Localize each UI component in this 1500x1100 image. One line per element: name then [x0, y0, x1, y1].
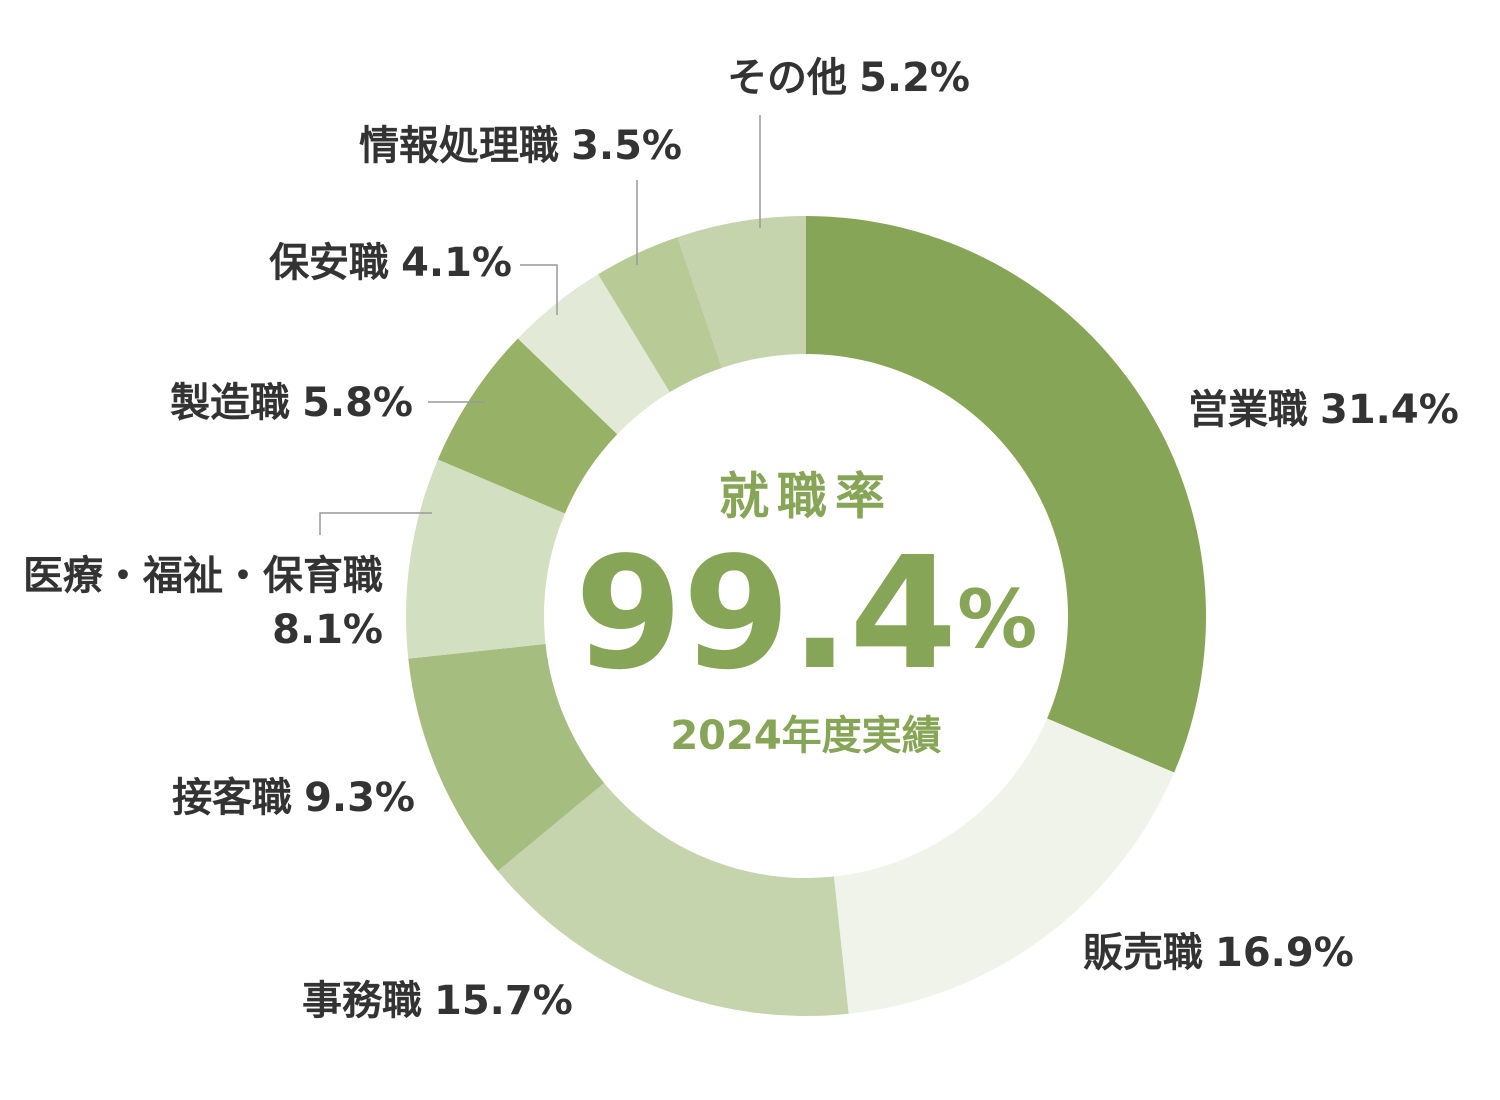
category-label: 営業職 — [1188, 387, 1308, 433]
category-label: 接客職 — [172, 775, 292, 821]
leader-line — [520, 264, 558, 315]
center-unit: % — [957, 573, 1037, 666]
category-label: 保安職 — [269, 240, 389, 286]
segment — [517, 274, 670, 435]
category-label: 製造職 — [170, 380, 290, 426]
data-label: 製造職 5.8% — [170, 380, 413, 426]
segment — [806, 216, 1206, 773]
center-rate: 99.4% — [575, 523, 1038, 704]
data-label: その他 5.2% — [727, 55, 970, 101]
center-title: 就職率 — [719, 468, 893, 526]
segment — [437, 338, 618, 514]
segment — [598, 237, 722, 393]
value-label: 3.5% — [571, 123, 682, 169]
category-label: 事務職 — [302, 978, 422, 1024]
value-label: 9.3% — [304, 775, 415, 821]
category-label: 医療・福祉・保育職 — [23, 553, 383, 599]
data-label: 接客職 9.3% — [172, 775, 415, 821]
value-label: 5.2% — [859, 55, 970, 101]
center-value: 99.4 — [575, 523, 957, 704]
center-caption: 2024年度実績 — [670, 713, 941, 759]
data-label: 情報処理職 3.5% — [359, 123, 682, 169]
value-label: 8.1% — [272, 607, 383, 653]
value-label: 16.9% — [1215, 930, 1354, 976]
category-label: 情報処理職 — [359, 123, 559, 169]
segment — [497, 783, 849, 1016]
segments — [406, 216, 1206, 1016]
data-label: 事務職 15.7% — [302, 978, 573, 1024]
segment — [677, 216, 806, 368]
segment — [833, 718, 1175, 1014]
value-label: 4.1% — [401, 240, 512, 286]
data-label: 営業職 31.4% — [1188, 387, 1459, 433]
data-label: 保安職 4.1% — [269, 240, 512, 286]
value-label: 5.8% — [302, 380, 413, 426]
segment — [408, 643, 605, 871]
leader-line — [319, 512, 432, 535]
value-label: 15.7% — [434, 978, 573, 1024]
segment — [406, 459, 565, 659]
data-label: 販売職 16.9% — [1083, 930, 1354, 976]
category-label: その他 — [727, 55, 847, 101]
value-label: 31.4% — [1320, 387, 1459, 433]
category-label: 販売職 — [1083, 930, 1203, 976]
